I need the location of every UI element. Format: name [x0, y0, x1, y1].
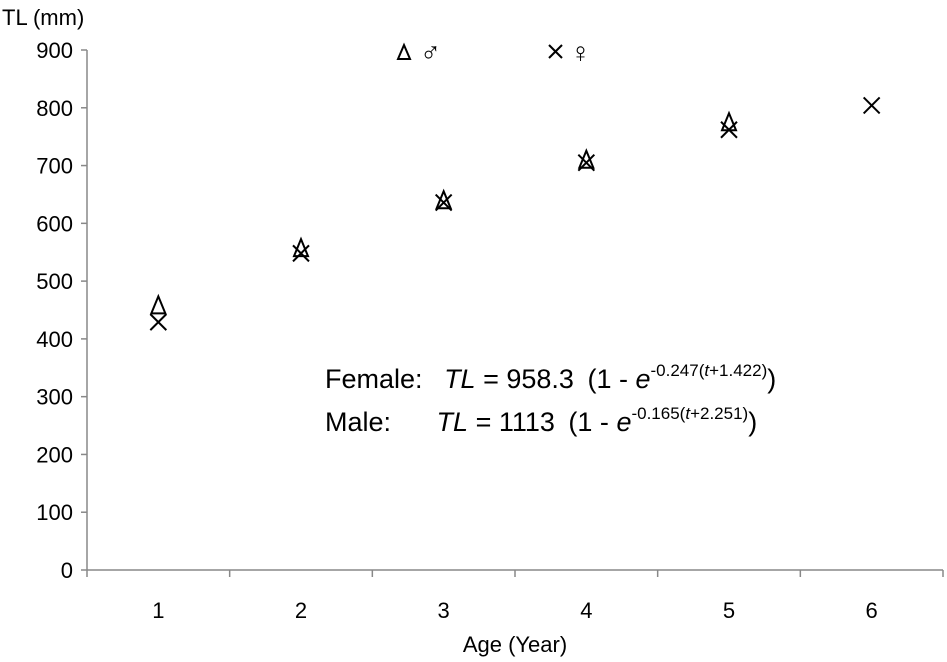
female-point: [149, 313, 168, 331]
male-exp-t: t: [685, 404, 691, 423]
y-tick-label: 800: [36, 96, 73, 121]
male-label: Male:: [325, 407, 392, 437]
male-paren-open: (1 -: [568, 407, 617, 437]
x-stroke: [292, 244, 310, 263]
x-stroke: [577, 153, 596, 172]
y-tick-label: 900: [36, 38, 73, 63]
female-equation: Female: TL = 958.3 (1 - e-0.247(t+1.422)…: [325, 361, 777, 395]
female-tl: TL: [444, 364, 476, 394]
male-equation: Male: TL = 1113 (1 - e-0.165(t+2.251)): [325, 404, 758, 438]
legend: ♂ ♀: [396, 37, 591, 68]
male-point: [577, 148, 595, 169]
x-tick-label: 3: [438, 598, 450, 623]
female-point: [577, 153, 596, 172]
male-point: [720, 110, 738, 132]
y-tick-label: 100: [36, 500, 73, 525]
x-axis-label: Age (Year): [463, 632, 567, 657]
female-point: [434, 193, 453, 212]
x-tick-label: 1: [152, 598, 164, 623]
female-label: Female:: [325, 364, 423, 394]
x-stroke: [434, 193, 453, 212]
female-exp-a: -0.247(: [650, 361, 705, 380]
x-tick-label: 6: [866, 598, 878, 623]
x-tick-label: 5: [723, 598, 735, 623]
female-point: [862, 96, 881, 115]
legend-male-label: ♂: [420, 37, 441, 68]
female-paren-open: (1 -: [587, 364, 636, 394]
male-point: [435, 188, 453, 210]
female-point: [720, 121, 738, 139]
male-e: e: [616, 407, 632, 437]
y-tick-label: 200: [36, 442, 73, 467]
female-point: [292, 244, 310, 263]
y-tick-label: 300: [36, 385, 73, 410]
male-point: [292, 236, 310, 258]
male-paren-close: ): [748, 407, 758, 437]
female-e: e: [635, 364, 651, 394]
male-exp-a: -0.165(: [631, 404, 686, 423]
y-tick-label: 0: [61, 558, 73, 583]
x-tick-label: 2: [295, 598, 307, 623]
x-tick-label: 4: [580, 598, 592, 623]
female-paren-close: ): [767, 364, 777, 394]
y-tick-label: 400: [36, 327, 73, 352]
x-stroke: [720, 121, 738, 139]
male-exp-b: +2.251): [690, 404, 749, 423]
y-axis-label: TL (mm): [2, 5, 84, 30]
y-tick-label: 500: [36, 269, 73, 294]
legend-x-marker: [548, 44, 563, 59]
x-stroke: [149, 313, 168, 331]
legend-triangle-marker: [396, 42, 412, 60]
x-stroke: [862, 96, 881, 115]
y-tick-label: 700: [36, 154, 73, 179]
female-exp-b: +1.422): [709, 361, 768, 380]
male-point: [149, 293, 167, 315]
male-tl: TL: [436, 407, 469, 437]
male-asymptote: = 1113: [475, 407, 555, 437]
y-tick-label: 600: [36, 211, 73, 236]
male-exponent: -0.165(t+2.251): [631, 404, 748, 423]
legend-female-label: ♀: [570, 37, 591, 68]
female-exponent: -0.247(t+1.422): [651, 361, 768, 380]
female-asymptote: = 958.3: [483, 364, 574, 394]
female-exp-t: t: [704, 361, 710, 380]
